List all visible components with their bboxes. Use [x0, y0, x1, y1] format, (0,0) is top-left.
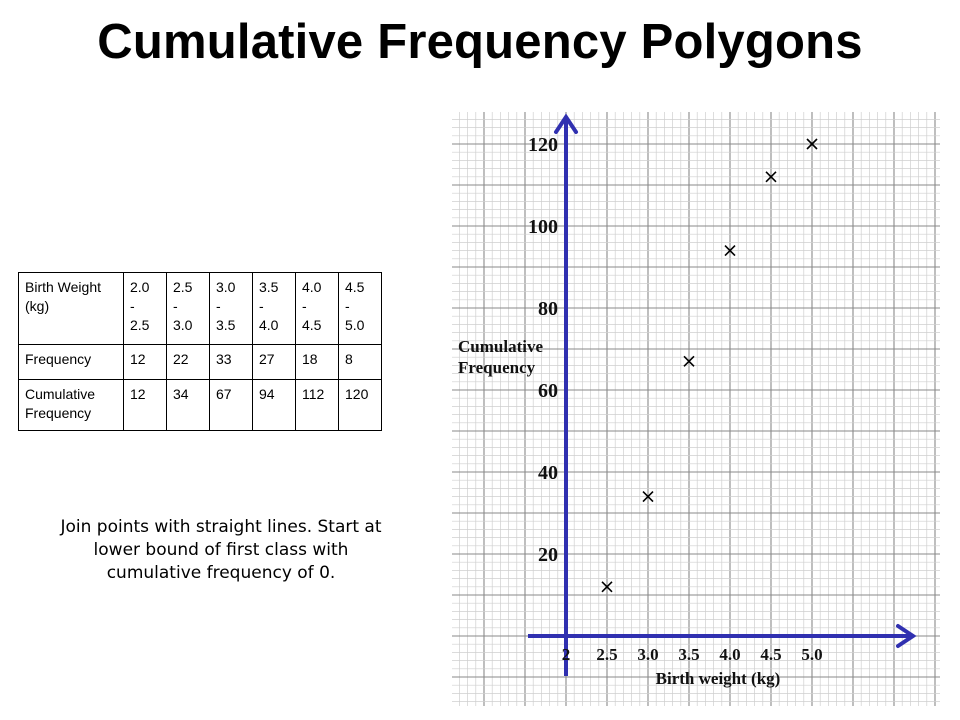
x-axis-arrow: [896, 624, 917, 648]
x-tick-label: 3.0: [637, 645, 658, 664]
class-dash: -: [216, 298, 221, 314]
table-row-cumulative: Cumulative Frequency 12 34 67 94 112 120: [18, 379, 382, 431]
row-header-birth-weight: Birth Weight (kg): [18, 272, 124, 345]
x-tick-label: 2: [562, 645, 571, 664]
page-title: Cumulative Frequency Polygons: [97, 15, 863, 69]
y-axis-label: Cumulative: [458, 337, 543, 356]
cumulative-frequency-chart: 20 40 60 80 100 120 2 2.5 3.0 3.5 4.0 4.5 5.0 Cumula…: [452, 112, 940, 706]
row-header-cumulative: Cumulative Frequency: [18, 379, 124, 431]
y-tick-label: 80: [538, 298, 558, 320]
class-lower: 4.0: [302, 279, 322, 295]
y-axis-arrow: [554, 113, 578, 134]
data-point-marker: [601, 581, 613, 593]
y-tick-label: 20: [538, 544, 558, 566]
class-lower: 4.5: [345, 279, 365, 295]
class-cell: 3.0 - 3.5: [209, 272, 253, 345]
class-dash: -: [130, 298, 135, 314]
cumulative-cell: 120: [338, 379, 382, 431]
class-dash: -: [302, 298, 307, 314]
cumulative-cell: 34: [166, 379, 210, 431]
frequency-cell: 33: [209, 344, 253, 380]
table-row-frequency: Frequency 12 22 33 27 18 8: [18, 344, 382, 380]
x-axis-label: Birth weight (kg): [656, 669, 781, 688]
class-lower: 2.5: [173, 279, 193, 295]
class-dash: -: [259, 298, 264, 314]
data-point-marker: [642, 491, 654, 503]
data-point-marker: [724, 245, 736, 257]
class-lower: 2.0: [130, 279, 150, 295]
instructions-text: Join points with straight lines. Start a…: [60, 517, 382, 583]
class-dash: -: [345, 298, 350, 314]
frequency-table: Birth Weight (kg) 2.0-2.5 2.5-3.0 3.0-3.…: [18, 272, 382, 431]
frequency-cell: 18: [295, 344, 339, 380]
class-cell: 2.5 - 3.0: [166, 272, 210, 345]
class-cell: 4.0 - 4.5: [295, 272, 339, 345]
class-dash: -: [173, 298, 178, 314]
graph-paper-grid: [452, 112, 940, 706]
data-point-marker: [683, 355, 695, 367]
class-cell: 4.5 - 5.0: [338, 272, 382, 345]
y-tick-label: 60: [538, 380, 558, 402]
cumulative-cell: 112: [295, 379, 339, 431]
tick-labels: 20 40 60 80 100 120 2 2.5 3.0 3.5 4.0 4.5 5.0: [528, 134, 823, 664]
x-tick-label: 4.5: [760, 645, 781, 664]
frequency-cell: 22: [166, 344, 210, 380]
cumulative-cell: 12: [123, 379, 167, 431]
x-tick-label: 3.5: [678, 645, 699, 664]
class-cell: 2.0 - 2.5: [123, 272, 167, 345]
class-lower: 3.0: [216, 279, 236, 295]
y-tick-label: 40: [538, 462, 558, 484]
class-upper: 2.5: [130, 317, 150, 333]
y-tick-label: 100: [528, 216, 558, 238]
table-row-birth-weight: Birth Weight (kg) 2.0-2.5 2.5-3.0 3.0-3.…: [18, 272, 382, 345]
x-tick-label: 2.5: [596, 645, 617, 664]
class-lower: 3.5: [259, 279, 279, 295]
frequency-cell: 8: [338, 344, 382, 380]
frequency-cell: 12: [123, 344, 167, 380]
data-points: [601, 138, 818, 593]
frequency-cell: 27: [252, 344, 296, 380]
chart-axes: [528, 113, 917, 676]
data-point-marker: [765, 171, 777, 183]
class-upper: 4.0: [259, 317, 279, 333]
class-upper: 4.5: [302, 317, 322, 333]
y-axis-label-line2: Frequency: [458, 358, 536, 377]
cumulative-cell: 94: [252, 379, 296, 431]
cumulative-cell: 67: [209, 379, 253, 431]
class-upper: 3.0: [173, 317, 193, 333]
class-cell: 3.5 - 4.0: [252, 272, 296, 345]
y-tick-label: 120: [528, 134, 558, 156]
x-tick-label: 5.0: [801, 645, 822, 664]
data-point-marker: [806, 138, 818, 150]
x-tick-label: 4.0: [719, 645, 740, 664]
row-header-frequency: Frequency: [18, 344, 124, 380]
class-upper: 3.5: [216, 317, 236, 333]
class-upper: 5.0: [345, 317, 365, 333]
